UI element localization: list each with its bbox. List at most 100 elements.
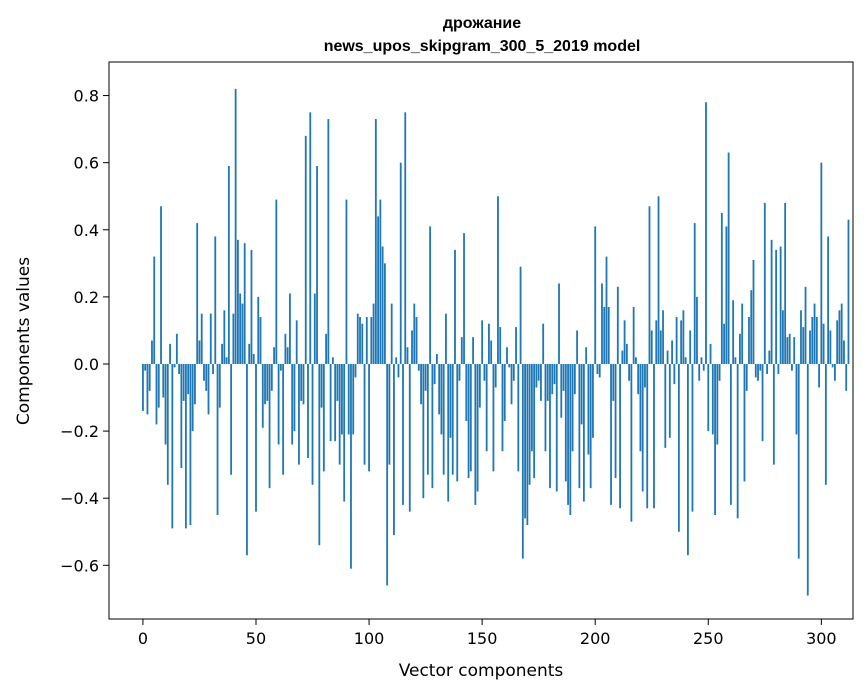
bar-70	[300, 363, 303, 401]
y-tick-label: −0.6	[60, 556, 99, 575]
bar-55	[266, 363, 269, 401]
bar-81	[325, 333, 327, 364]
bar-9	[162, 363, 165, 398]
bar-299	[818, 363, 820, 388]
bar-18	[182, 363, 185, 401]
bar-112	[395, 357, 398, 364]
bar-295	[809, 330, 811, 364]
y-axis-ticks: −0.6 −0.4 −0.2 0.0 0.2 0.4 0.6 0.8	[60, 87, 109, 575]
bar-222	[644, 363, 646, 388]
bar-39	[230, 363, 233, 475]
bar-21	[189, 363, 192, 526]
bar-306	[834, 363, 836, 381]
bar-197	[587, 363, 590, 455]
bar-213	[623, 320, 626, 364]
bar-266	[743, 363, 746, 482]
bar-259	[727, 152, 730, 364]
bar-282	[779, 246, 782, 364]
bar-20	[187, 363, 190, 395]
bar-260	[729, 363, 732, 505]
bar-147	[474, 363, 477, 505]
bar-60	[277, 363, 280, 445]
bar-218	[635, 357, 637, 364]
bar-40	[232, 313, 235, 364]
bar-42	[237, 239, 239, 364]
bar-11	[166, 363, 169, 485]
bar-194	[580, 363, 583, 425]
bar-215	[628, 363, 631, 381]
bar-76	[313, 293, 316, 364]
x-tick-label: 0	[138, 629, 148, 648]
bar-151	[483, 363, 486, 381]
bar-129	[433, 363, 436, 385]
bar-119	[411, 330, 413, 364]
bar-22	[191, 363, 194, 432]
bar-157	[497, 196, 499, 364]
bar-125	[424, 363, 427, 391]
bar-89	[343, 363, 346, 502]
bar-99	[365, 317, 368, 364]
bar-14	[173, 363, 176, 368]
bar-202	[598, 363, 601, 378]
bar-210	[616, 286, 619, 364]
bar-291	[800, 310, 802, 364]
bar-275	[763, 202, 766, 364]
bar-184	[558, 283, 560, 364]
bar-140	[458, 363, 461, 381]
bar-166	[517, 363, 520, 472]
bar-24	[196, 223, 199, 364]
bar-47	[248, 343, 251, 364]
bar-244	[693, 223, 696, 364]
bar-268	[748, 317, 750, 364]
bar-293	[804, 286, 807, 364]
bar-38	[227, 166, 230, 364]
bar-292	[802, 327, 805, 364]
bar-10	[164, 363, 167, 445]
bar-207	[610, 363, 612, 505]
bar-165	[515, 327, 517, 364]
bar-52	[259, 317, 262, 364]
bar-34	[218, 363, 221, 408]
bar-113	[397, 363, 400, 378]
bar-208	[612, 363, 615, 401]
bar-192	[576, 330, 579, 364]
bar-263	[736, 363, 739, 519]
bar-270	[752, 259, 755, 364]
bar-103	[374, 119, 377, 364]
bar-105	[379, 199, 382, 364]
bar-158	[499, 327, 502, 364]
bar-311	[845, 363, 848, 391]
bar-141	[460, 337, 463, 364]
bar-101	[370, 317, 373, 364]
bar-298	[815, 317, 818, 364]
bar-288	[793, 337, 796, 364]
bar-29	[207, 363, 210, 415]
bar-250	[707, 363, 710, 432]
bar-49	[252, 353, 255, 364]
bar-277	[768, 350, 771, 364]
bar-32	[214, 236, 217, 364]
bar-173	[533, 363, 536, 479]
x-tick-label: 100	[354, 629, 385, 648]
x-tick-label: 250	[693, 629, 724, 648]
bar-104	[377, 216, 380, 364]
bar-77	[316, 166, 318, 364]
bar-135	[447, 363, 450, 502]
bar-154	[490, 340, 493, 364]
bar-190	[571, 363, 574, 452]
bar-155	[492, 363, 495, 472]
bar-287	[791, 363, 793, 371]
bar-279	[772, 363, 775, 465]
bar-73	[307, 363, 309, 458]
bar-91	[347, 363, 350, 435]
bar-221	[641, 363, 644, 492]
bar-193	[578, 363, 581, 489]
bar-133	[442, 363, 445, 475]
bar-57	[270, 363, 273, 391]
y-tick-label: −0.4	[60, 489, 99, 508]
bar-7	[157, 363, 160, 408]
bar-59	[275, 199, 278, 364]
bar-224	[648, 206, 651, 364]
bar-256	[720, 212, 723, 364]
bar-93	[352, 363, 355, 435]
